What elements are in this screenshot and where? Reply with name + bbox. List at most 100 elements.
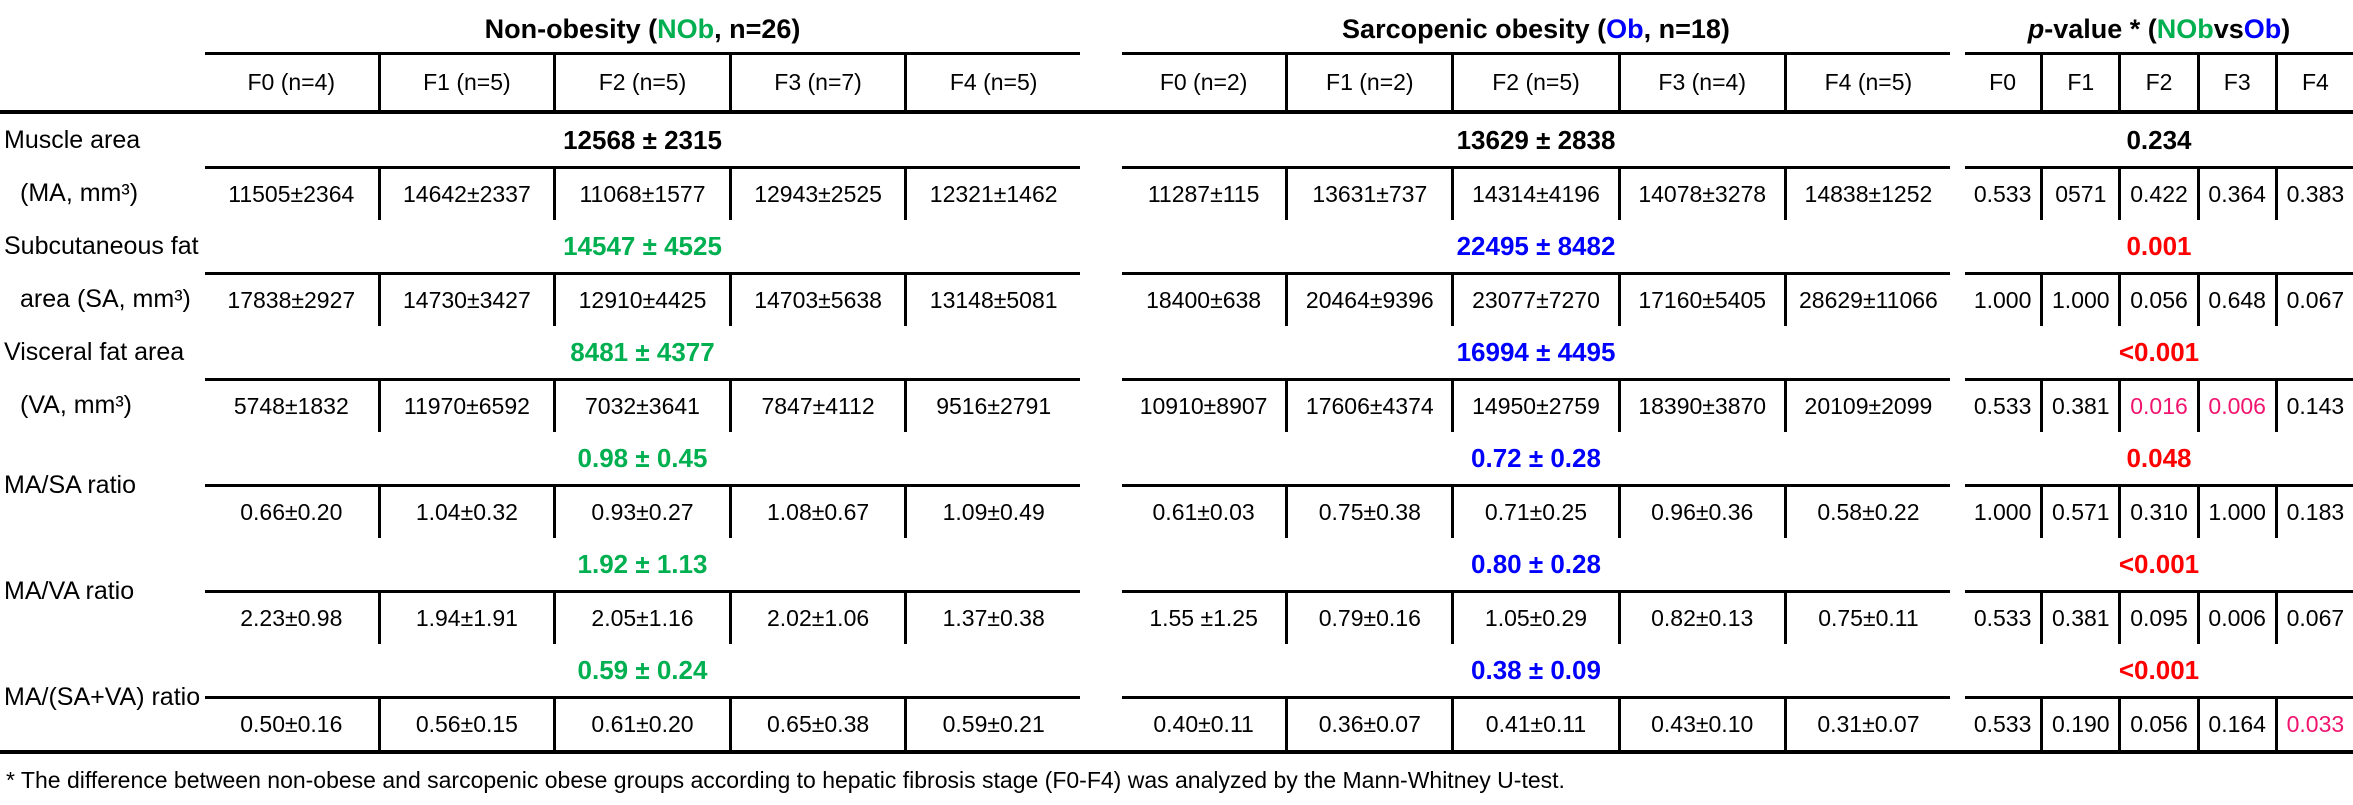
row-label: MA/VA ratio	[0, 538, 205, 644]
pvalue-cell: 0.056	[2118, 699, 2196, 750]
pvalue-cells: <0.001 0.533 0.381 0.016 0.006 0.143	[1965, 326, 2353, 432]
value-cell: 17160±5405	[1617, 275, 1784, 326]
pvalue-cells: 0.234 0.533 0571 0.422 0.364 0.383	[1965, 114, 2353, 220]
nob-cells: 0.59 ± 0.24 0.50±0.16 0.56±0.15 0.61±0.2…	[205, 644, 1080, 750]
stage-header: F0 (n=2)	[1159, 69, 1248, 95]
row-label-line1: Visceral fat area	[4, 338, 185, 366]
nob-stage-values: 5748±1832 11970±6592 7032±3641 7847±4112…	[205, 378, 1080, 432]
table-row-visceral-fat: Visceral fat area (VA, mm³) 8481 ± 4377 …	[0, 326, 2353, 432]
nob-overall-mean: 14547 ± 4525	[563, 230, 722, 261]
ob-stage-values: 0.40±0.11 0.36±0.07 0.41±0.11 0.43±0.10 …	[1122, 696, 1950, 750]
group-gap	[1080, 52, 1122, 110]
pvalue-title-ob: Ob	[2243, 13, 2282, 44]
stage-header: F0	[1989, 69, 2017, 95]
value-cell: 11068±1577	[553, 169, 729, 220]
value-cell: 17838±2927	[227, 287, 356, 313]
pvalue-overall: 0.001	[2126, 230, 2192, 261]
group-gap	[1080, 326, 1122, 432]
ob-stage-values: 10910±8907 17606±4374 14950±2759 18390±3…	[1122, 378, 1950, 432]
nob-stage-values: 0.50±0.16 0.56±0.15 0.61±0.20 0.65±0.38 …	[205, 696, 1080, 750]
nob-cells: 14547 ± 4525 17838±2927 14730±3427 12910…	[205, 220, 1080, 326]
row-label-line1: Muscle area	[4, 126, 141, 154]
pvalue-cell: 1.000	[2196, 487, 2275, 538]
value-cell: 1.05±0.29	[1451, 593, 1617, 644]
value-cell: 0.40±0.11	[1153, 711, 1254, 737]
value-cell: 1.55 ±1.25	[1149, 605, 1258, 631]
value-cell: 18400±638	[1146, 287, 1262, 313]
group-gap	[1950, 52, 1965, 110]
pvalue-cell-significant: 0.016	[2118, 381, 2196, 432]
pvalue-cell: 0.067	[2274, 593, 2353, 644]
pvalue-cell-significant: 0.033	[2274, 699, 2353, 750]
group-gap	[1950, 326, 1965, 432]
pvalue-stage-values: 1.000 0.571 0.310 1.000 0.183	[1965, 484, 2353, 538]
value-cell: 14950±2759	[1451, 381, 1617, 432]
ob-cells: 13629 ± 2838 11287±115 13631±737 14314±4…	[1122, 114, 1950, 220]
value-cell: 17606±4374	[1285, 381, 1451, 432]
nob-cells: 1.92 ± 1.13 2.23±0.98 1.94±1.91 2.05±1.1…	[205, 538, 1080, 644]
table-footnote: * The difference between non-obese and s…	[6, 767, 1565, 793]
row-label-line1: MA/VA ratio	[4, 576, 135, 605]
pvalue-cell: 0571	[2040, 169, 2118, 220]
value-cell: 0.93±0.27	[553, 487, 729, 538]
value-cell: 0.56±0.15	[377, 699, 554, 750]
nob-stage-headers: F0 (n=4) F1 (n=5) F2 (n=5) F3 (n=7) F4 (…	[205, 52, 1080, 110]
row-label: MA/SA ratio	[0, 432, 205, 538]
ob-cells: 0.72 ± 0.28 0.61±0.03 0.75±0.38 0.71±0.2…	[1122, 432, 1950, 538]
row-label: Subcutaneous fat area (SA, mm³)	[0, 220, 205, 326]
value-cell: 0.41±0.11	[1451, 699, 1617, 750]
stage-header: F2	[2118, 55, 2196, 110]
stage-header: F4 (n=5)	[1783, 55, 1950, 110]
pvalue-stage-values: 0.533 0.381 0.095 0.006 0.067	[1965, 590, 2353, 644]
value-cell: 0.50±0.16	[240, 711, 343, 737]
nob-overall-mean: 1.92 ± 1.13	[577, 548, 708, 579]
pvalue-cell: 0.056	[2118, 275, 2196, 326]
value-cell: 13148±5081	[904, 275, 1080, 326]
nob-cells: 8481 ± 4377 5748±1832 11970±6592 7032±36…	[205, 326, 1080, 432]
value-cell: 11505±2364	[228, 181, 355, 207]
value-cell: 10910±8907	[1139, 393, 1268, 419]
pvalue-overall: 0.048	[2126, 442, 2192, 473]
nob-stage-values: 2.23±0.98 1.94±1.91 2.05±1.16 2.02±1.06 …	[205, 590, 1080, 644]
value-cell: 0.36±0.07	[1285, 699, 1451, 750]
value-cell: 1.04±0.32	[377, 487, 554, 538]
value-cell: 14730±3427	[377, 275, 554, 326]
group-gap	[1950, 220, 1965, 326]
value-cell: 23077±7270	[1451, 275, 1617, 326]
row-label: Muscle area (MA, mm³)	[0, 114, 205, 220]
pvalue-cell: 0.533	[1973, 181, 2032, 207]
value-cell: 18390±3870	[1617, 381, 1784, 432]
pvalue-cell: 0.422	[2118, 169, 2196, 220]
group-gap	[1950, 432, 1965, 538]
group-gap	[1080, 432, 1122, 538]
value-cell: 1.94±1.91	[377, 593, 554, 644]
pvalue-cell: 0.533	[1973, 393, 2032, 419]
pvalue-stage-values: 1.000 1.000 0.056 0.648 0.067	[1965, 272, 2353, 326]
value-cell: 0.65±0.38	[728, 699, 905, 750]
nob-stage-values: 0.66±0.20 1.04±0.32 0.93±0.27 1.08±0.67 …	[205, 484, 1080, 538]
stage-header: F1 (n=2)	[1285, 55, 1451, 110]
nob-overall-mean: 8481 ± 4377	[570, 336, 715, 367]
pvalue-cell: 0.533	[1973, 605, 2032, 631]
table-row-ma-savva-ratio: MA/(SA+VA) ratio 0.59 ± 0.24 0.50±0.16 0…	[0, 644, 2353, 750]
value-cell: 0.59±0.21	[904, 699, 1080, 750]
value-cell: 0.43±0.10	[1617, 699, 1784, 750]
pvalue-cells: <0.001 0.533 0.190 0.056 0.164 0.033	[1965, 644, 2353, 750]
value-cell: 1.09±0.49	[904, 487, 1080, 538]
value-cell: 1.08±0.67	[728, 487, 905, 538]
value-cell: 20464±9396	[1285, 275, 1451, 326]
ob-cells: 16994 ± 4495 10910±8907 17606±4374 14950…	[1122, 326, 1950, 432]
ob-overall-mean: 22495 ± 8482	[1456, 230, 1616, 261]
nob-title-accent: NOb	[657, 13, 715, 44]
pvalue-cells: 0.001 1.000 1.000 0.056 0.648 0.067	[1965, 220, 2353, 326]
pvalue-cell: 0.310	[2118, 487, 2196, 538]
value-cell: 0.82±0.13	[1617, 593, 1784, 644]
value-cell: 7847±4112	[728, 381, 905, 432]
ob-overall-mean: 0.38 ± 0.09	[1471, 654, 1601, 685]
nob-title-post: , n=26)	[714, 13, 801, 44]
group-gap	[1950, 114, 1965, 220]
value-cell: 0.61±0.20	[553, 699, 729, 750]
stage-header: F2 (n=5)	[1451, 55, 1617, 110]
value-cell: 0.75±0.38	[1285, 487, 1451, 538]
group-gap	[1080, 114, 1122, 220]
